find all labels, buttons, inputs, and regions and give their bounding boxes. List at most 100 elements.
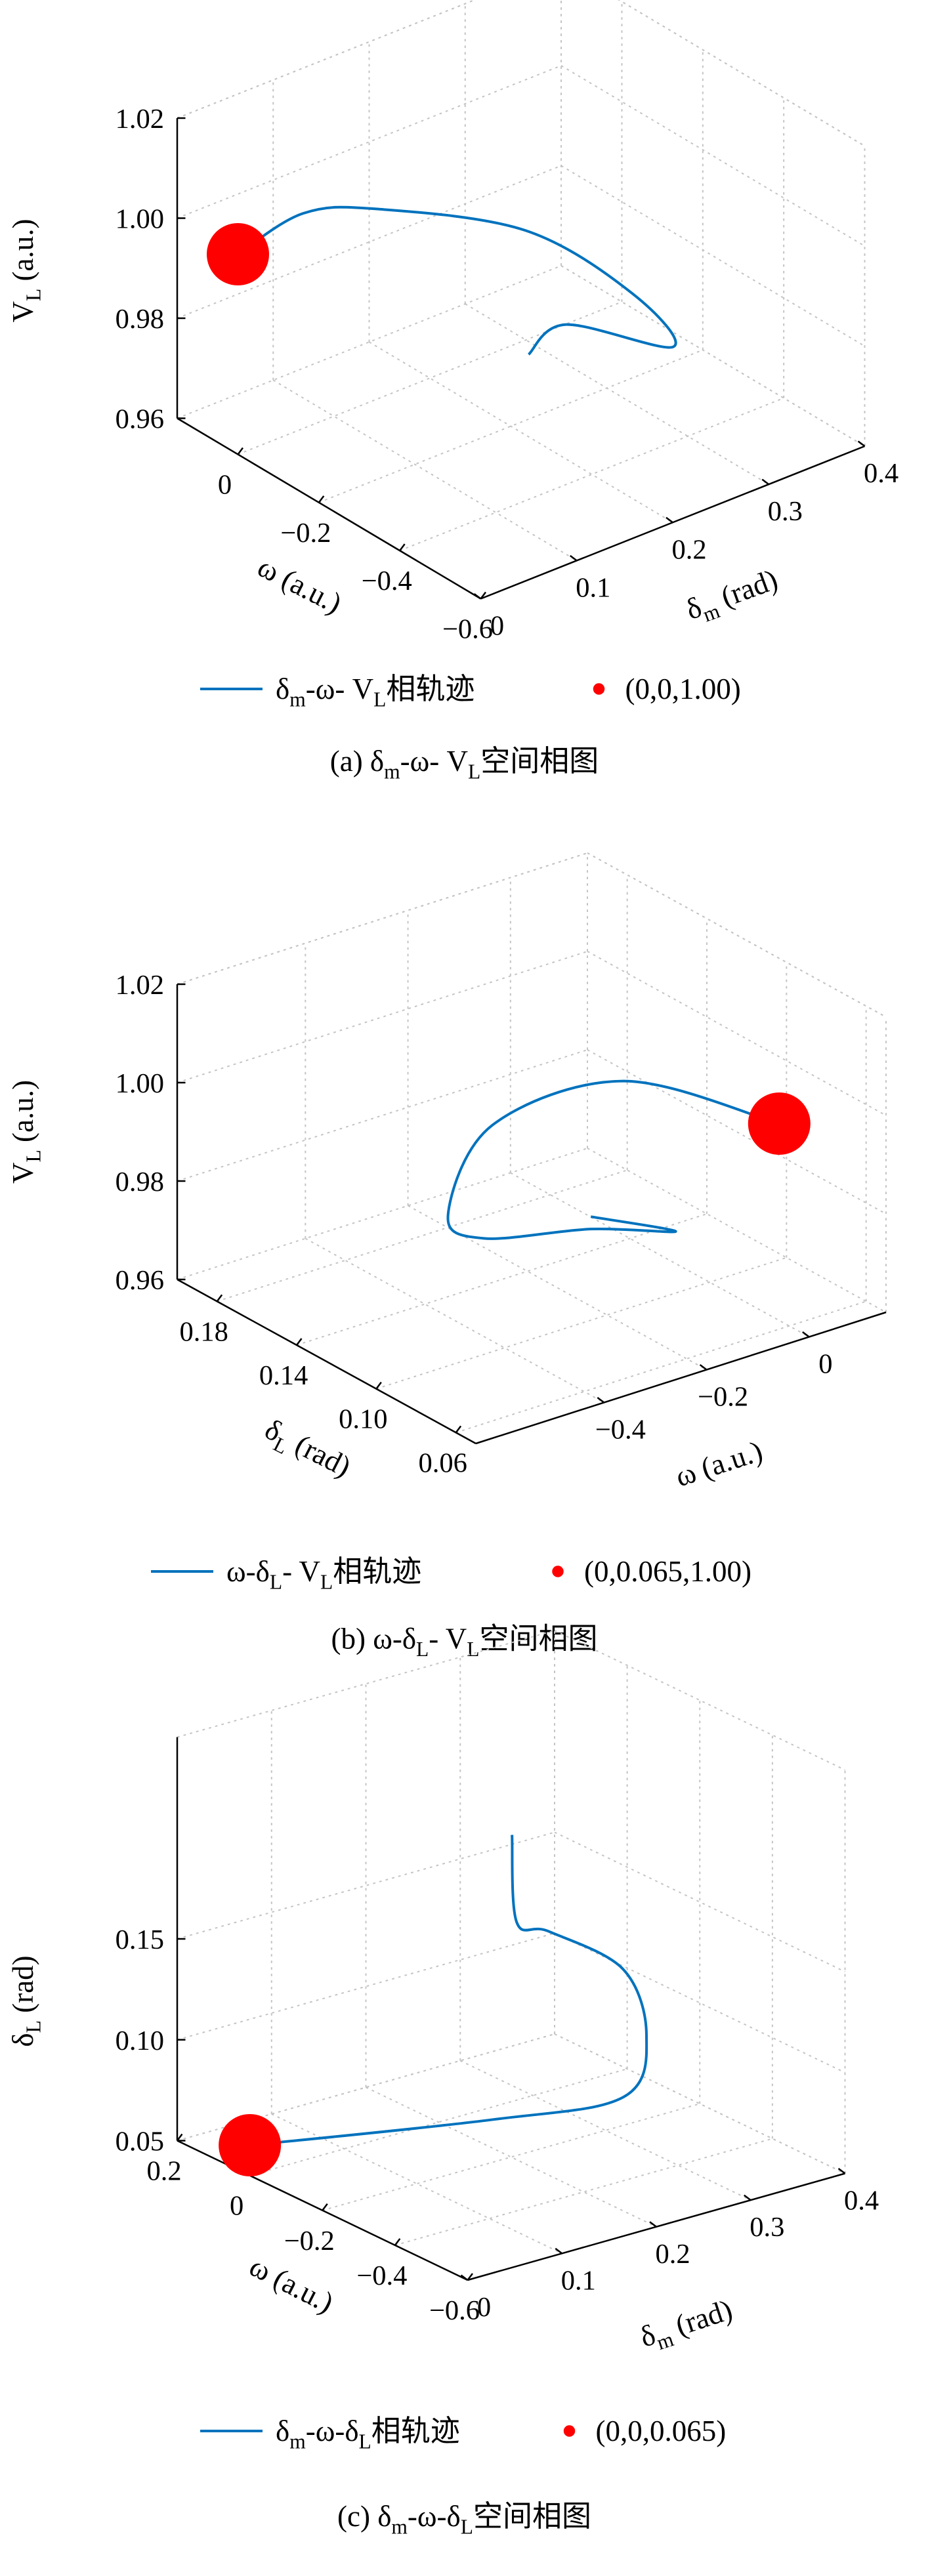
y-tick-label: 0.2: [146, 2156, 181, 2187]
subscript: L: [461, 2515, 473, 2538]
legend-marker: [593, 683, 605, 695]
x-tick-label: 0.2: [655, 2239, 690, 2270]
text-part: - V: [282, 1555, 320, 1588]
grid-line: [305, 1237, 604, 1403]
grid-line: [455, 1300, 866, 1434]
y-tick-label: −0.2: [280, 518, 331, 549]
text-part: (rad): [709, 563, 782, 616]
subscript: m: [384, 760, 400, 783]
x-tick-label: 0.1: [576, 572, 610, 603]
tick-mark: [177, 2133, 183, 2142]
tick-mark: [394, 2238, 401, 2246]
grid-line: [217, 1169, 627, 1302]
grid-line: [368, 341, 673, 524]
subscript: L: [467, 1638, 479, 1661]
z-tick-label: 0.10: [116, 2025, 164, 2056]
text-part: (0,0,1.00): [625, 673, 741, 705]
text-part: -ω-δ: [408, 2500, 461, 2533]
subscript: L: [320, 1570, 333, 1593]
grid-line: [618, 0, 866, 147]
grid-line: [366, 2087, 657, 2228]
x-tick-label: −0.2: [698, 1382, 748, 1413]
subscript: m: [289, 2430, 306, 2453]
grid-line: [177, 951, 588, 1083]
tick-mark: [296, 1338, 303, 1346]
tick-mark: [473, 592, 482, 600]
tick-mark: [761, 478, 770, 486]
grid-line: [587, 951, 887, 1116]
subscript: L: [416, 1638, 429, 1661]
grid-line: [554, 1831, 845, 1972]
text-part: ω (a.u.): [253, 551, 347, 620]
y-tick-label: 0: [230, 2191, 243, 2222]
x-tick-label: 0.1: [561, 2265, 596, 2296]
grid-line: [296, 1213, 708, 1346]
tick-mark: [467, 2273, 474, 2281]
text-part: δ: [276, 2415, 289, 2447]
legend-label: δm-ω-δL相轨迹: [276, 2415, 460, 2453]
subscript: L: [359, 2430, 371, 2453]
text-part: (a.u.): [7, 219, 39, 289]
tick-mark: [597, 1396, 605, 1403]
text-part: -ω-δ: [306, 2415, 359, 2447]
subscript: L: [22, 1150, 45, 1162]
text-part: 相轨迹: [371, 2415, 460, 2447]
text-part: (b) ω-δ: [331, 1623, 417, 1655]
subscript: L: [22, 2020, 45, 2033]
z-tick-label: 0.98: [116, 304, 164, 335]
box-edge: [587, 852, 887, 1018]
x-tick-label: 0.3: [768, 496, 803, 527]
text-part: - V: [429, 1623, 467, 1655]
trajectory: [446, 1079, 780, 1240]
z-tick-label: 0.96: [116, 1265, 164, 1296]
legend-marker: [563, 2425, 576, 2437]
grid-line: [510, 1172, 810, 1338]
z-tick-label: 0.98: [116, 1167, 164, 1197]
text-part: V: [7, 1162, 39, 1184]
tick-mark: [649, 2221, 657, 2228]
box-edge: [177, 852, 588, 985]
tick-mark: [399, 543, 406, 551]
subscript: m: [391, 2515, 408, 2538]
tick-mark: [318, 495, 325, 503]
text-part: -ω- V: [400, 745, 468, 778]
text-part: (a) δ: [330, 745, 384, 778]
text-part: (a.u.): [7, 1080, 39, 1150]
y-tick-label: −0.4: [362, 566, 412, 596]
box-edge: [554, 1630, 845, 1771]
grid-line: [554, 2033, 845, 2174]
z-tick-label: 0.96: [116, 404, 164, 435]
y-tick-label: 0: [218, 470, 232, 501]
grid-line: [376, 1257, 787, 1390]
tick-mark: [666, 516, 673, 524]
text-part: δ: [7, 2033, 39, 2046]
text-part: ω (a.u.): [244, 2250, 339, 2319]
tick-mark: [216, 1294, 223, 1302]
grid-line: [322, 2103, 700, 2211]
tick-mark: [837, 2167, 846, 2174]
grid-line: [177, 1148, 588, 1280]
y-axis: [177, 1278, 476, 1445]
x-tick-label: 0: [477, 2292, 491, 2323]
y-tick-label: −0.2: [284, 2226, 335, 2256]
subscript: L: [373, 688, 386, 711]
z-tick-label: 0.15: [116, 1924, 164, 1955]
subscript: L: [468, 760, 480, 783]
x-tick-label: 0: [818, 1349, 832, 1380]
subscript: L: [270, 1570, 282, 1593]
y-tick-label: −0.6: [429, 2295, 480, 2326]
x-tick-label: 0: [490, 611, 504, 642]
x-axis-label: ω (a.u.): [671, 1434, 767, 1493]
tick-mark: [322, 2203, 328, 2211]
text-part: 相轨迹: [386, 673, 475, 705]
z-tick-label: 0.05: [116, 2127, 164, 2157]
grid-line: [177, 1049, 588, 1182]
x-tick-label: 0.4: [844, 2186, 879, 2216]
grid-line: [587, 1148, 887, 1313]
text-part: 空间相图: [473, 2500, 591, 2533]
tick-mark: [857, 440, 866, 447]
legend-label: δm-ω- VL相轨迹: [276, 673, 475, 711]
tick-mark: [699, 1363, 708, 1371]
legend-label: (0,0.065,1.00): [584, 1555, 751, 1588]
tick-mark: [802, 1331, 810, 1338]
